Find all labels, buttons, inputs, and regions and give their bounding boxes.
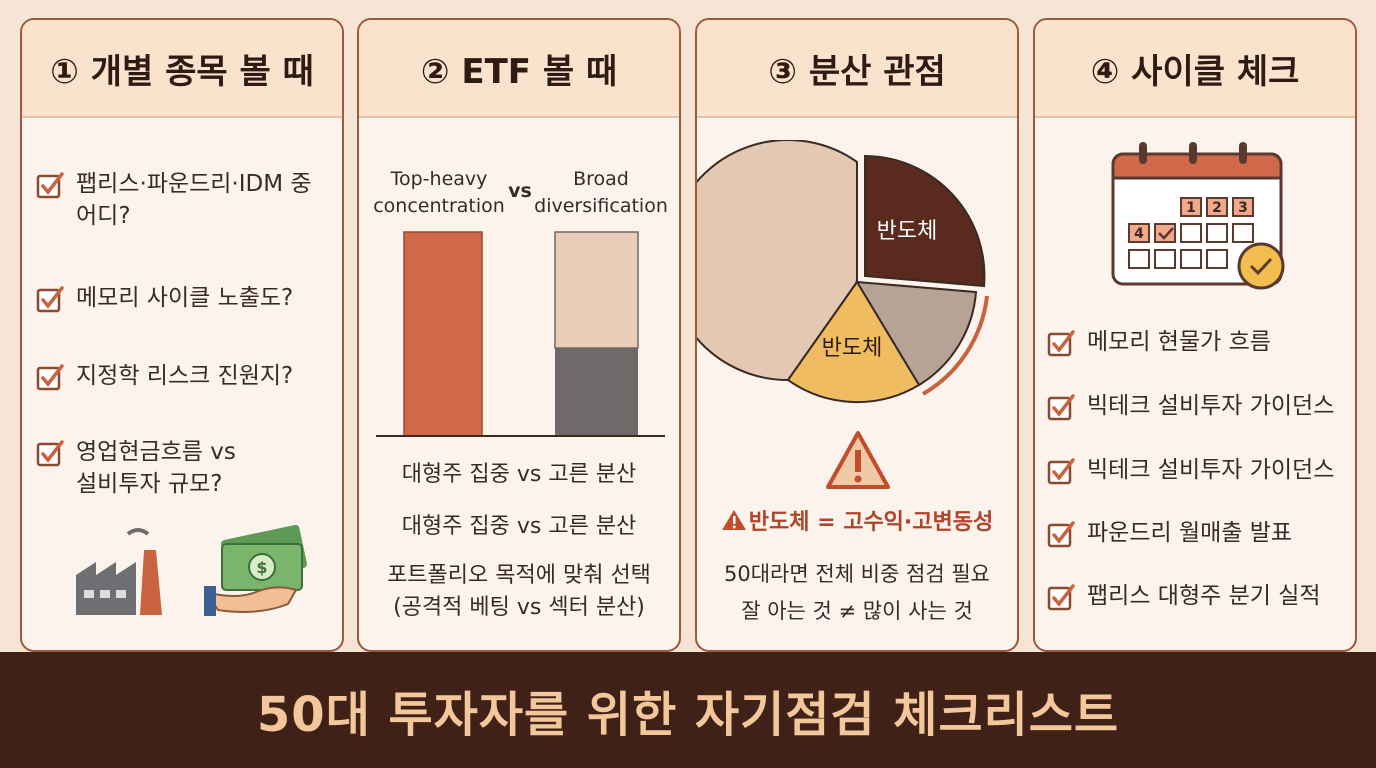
item-text: 영업현금흐름 vs 설비투자 규모? (76, 439, 236, 497)
checkbox-icon (36, 364, 64, 391)
panel: ④ 사이클 체크 1 2 3 4 메모리 현물가 흐름 빅테크 설비투자 가이던… (1033, 18, 1357, 652)
panel: ③ 분산 관점 반도체 반도체 반도체 = 고수익·고변동성 50대라면 전체 … (695, 18, 1019, 652)
pie-illustration: 반도체 반도체 (697, 140, 989, 403)
panel-title: ④ 사이클 체크 (1035, 20, 1355, 118)
checkbox-icon (36, 440, 64, 467)
pie-label: 반도체 (822, 336, 883, 361)
caption: 대형주 집중 vs 고른 분산 (401, 514, 637, 539)
calendar-icon: 1 2 3 4 (1111, 142, 1285, 290)
check-item: 빅테크 설비투자 가이던스 (1047, 390, 1347, 422)
item-text: 메모리 현물가 흐름 (1087, 329, 1271, 355)
check-item: 파운드리 월매출 발표 (1047, 517, 1347, 549)
panel-title: ② ETF 볼 때 (359, 20, 679, 118)
factory-icon (76, 528, 162, 615)
check-item: 메모리 사이클 노출도? (36, 282, 336, 314)
checkbox-icon (1047, 521, 1075, 548)
checkbox-icon (1047, 584, 1075, 611)
check-item: 빅테크 설비투자 가이던스 (1047, 454, 1347, 486)
check-item: 지정학 리스크 진원지? (36, 360, 336, 392)
checkbox-icon (36, 172, 64, 199)
bar-illustration (376, 231, 665, 437)
note: 50대라면 전체 비중 점검 필요 (724, 562, 990, 586)
bar-label: Broad diversification (534, 168, 668, 217)
warning-text: 반도체 = 고수익·고변동성 (748, 510, 994, 535)
calendar-day: 3 (1238, 200, 1248, 216)
bar-label: Top-heavy concentration (373, 168, 505, 217)
calendar-day: 4 (1134, 226, 1144, 242)
item-text: 빅테크 설비투자 가이던스 (1087, 393, 1335, 419)
footer-title: 50대 투자자를 위한 자기점검 체크리스트 (0, 652, 1376, 768)
vs-label: vs (508, 180, 532, 202)
check-item: 팹리스·파운드리·IDM 중 어디? (36, 168, 336, 232)
warning: 반도체 = 고수익·고변동성 (697, 504, 1017, 536)
caption: 포트폴리오 목적에 맞춰 선택 (공격적 베팅 vs 섹터 분산) (387, 563, 651, 620)
panel-title: ① 개별 종목 볼 때 (22, 20, 342, 118)
check-item: 영업현금흐름 vs 설비투자 규모? (36, 436, 256, 500)
panel: ② ETF 볼 때 Top-heavy concentration vs Bro… (357, 18, 681, 652)
warning-icon (721, 510, 746, 530)
pie-label: 반도체 (877, 219, 938, 244)
panel: ① 개별 종목 볼 때 팹리스·파운드리·IDM 중 어디? 메모리 사이클 노… (20, 18, 344, 652)
item-text: 빅테크 설비투자 가이던스 (1087, 457, 1335, 483)
checkbox-icon (1047, 458, 1075, 485)
checkbox-icon (1047, 394, 1075, 421)
item-text: 팹리스 대형주 분기 실적 (1087, 583, 1321, 609)
money-icon: $ (203, 524, 307, 616)
checkbox-icon (36, 286, 64, 313)
panel-title: ③ 분산 관점 (697, 20, 1017, 118)
svg-text:$: $ (256, 558, 267, 577)
item-text: 메모리 사이클 노출도? (76, 285, 294, 311)
check-item: 팹리스 대형주 분기 실적 (1047, 580, 1347, 612)
note: 잘 아는 것 ≠ 많이 사는 것 (741, 599, 973, 623)
warning-icon (826, 431, 890, 489)
caption: 대형주 집중 vs 고른 분산 (401, 462, 637, 487)
item-text: 파운드리 월매출 발표 (1087, 520, 1293, 546)
calendar-day: 1 (1186, 200, 1196, 216)
item-text: 팹리스·파운드리·IDM 중 어디? (76, 171, 312, 229)
item-text: 지정학 리스크 진원지? (76, 363, 294, 389)
calendar-day: 2 (1212, 200, 1222, 216)
checkbox-icon (1047, 330, 1075, 357)
check-item: 메모리 현물가 흐름 (1047, 326, 1347, 358)
